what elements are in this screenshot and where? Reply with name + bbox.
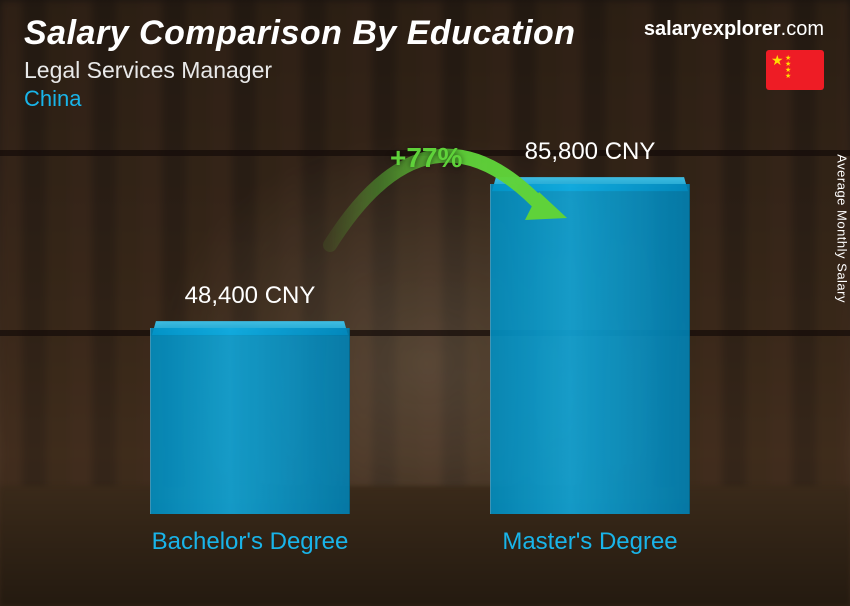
country-name: China [24, 86, 826, 112]
y-axis-label: Average Monthly Salary [835, 154, 850, 303]
increase-percent: +77% [390, 142, 462, 173]
country-flag: ★ ★★★★ [766, 50, 824, 90]
job-title: Legal Services Manager [24, 57, 826, 84]
brand-name: salaryexplorer [644, 18, 781, 40]
increase-badge: +77% [390, 142, 462, 174]
brand-suffix: .com [781, 18, 824, 40]
brand-logo: salaryexplorer.com [644, 18, 824, 41]
flag-small-stars: ★★★★ [785, 56, 819, 80]
